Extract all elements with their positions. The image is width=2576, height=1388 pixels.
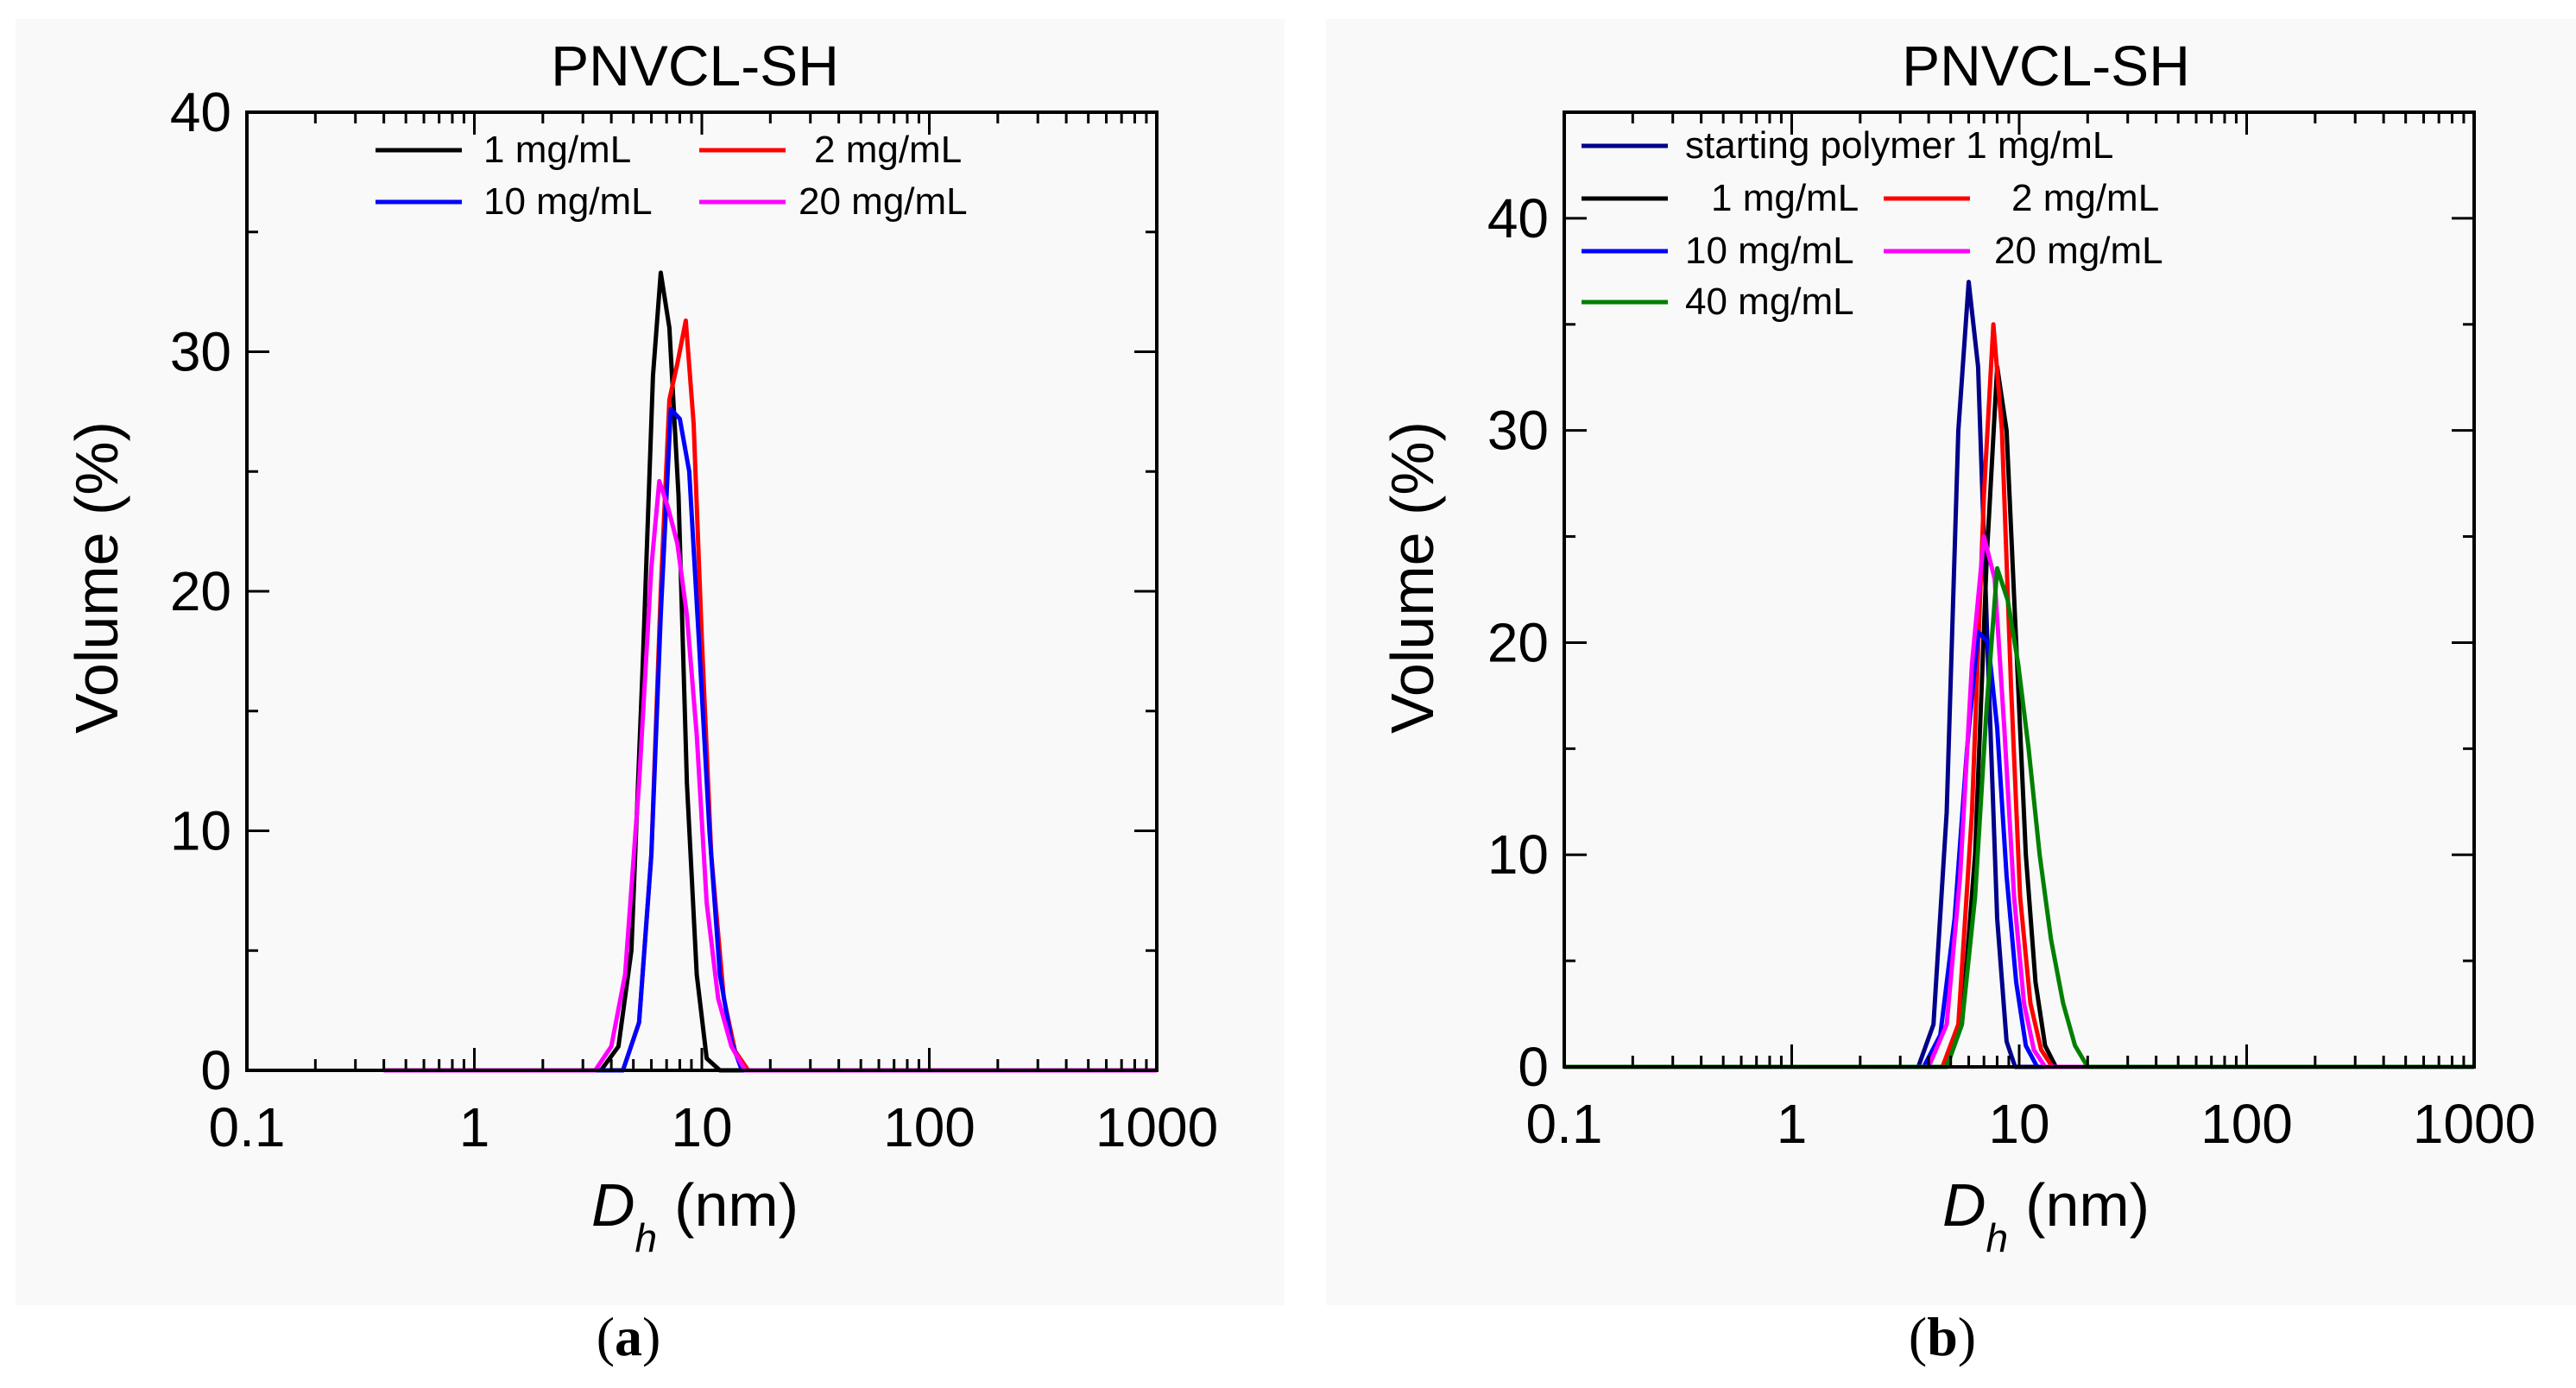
panel-caption: (a) [597, 1306, 661, 1367]
chart-panel-b: PNVCL-SH 0.1 1 10 100 1000 0 10 20 30 40 starting … [1379, 34, 2535, 1367]
y-tick-label: 20 [170, 560, 231, 622]
plot-area: 0.1 1 10 100 1000 0 10 20 30 40 starting polymer 1… [1487, 110, 2535, 1155]
x-tick-label: 1000 [2413, 1093, 2535, 1155]
legend-label: 10 mg/mL [1685, 230, 1854, 272]
y-tick-label: 40 [170, 81, 231, 143]
y-tick-label: 10 [170, 800, 231, 862]
x-tick-label: 100 [883, 1096, 975, 1158]
series-line-1 [1564, 280, 2474, 1069]
x-tick-label: 1000 [1095, 1096, 1218, 1158]
y-tick-label: 40 [1487, 187, 1549, 249]
series-line-4 [383, 478, 1157, 1073]
series-line-2 [383, 318, 1157, 1073]
plot-area: 0.1 1 10 100 1000 0 10 20 30 40 1 mg/mL 2 mg/mL 10 m… [170, 81, 1218, 1158]
panel-a-background [16, 19, 1285, 1305]
x-axis-label-subscript: h [635, 1215, 658, 1260]
legend-label: 20 mg/mL [1994, 230, 2163, 272]
y-axis-label: Volume (%) [63, 421, 130, 734]
legend-label: 2 mg/mL [814, 129, 962, 171]
legend-label: 1 mg/mL [1711, 177, 1859, 219]
x-tick-label: 0.1 [1526, 1093, 1603, 1155]
x-tick-label: 10 [1988, 1093, 2049, 1155]
chart-title: PNVCL-SH [1902, 34, 2190, 98]
x-tick-label: 100 [2200, 1093, 2293, 1155]
x-axis-label-subscript: h [1986, 1215, 2009, 1260]
x-tick-label: 1 [459, 1096, 490, 1158]
panel-caption-letter: b [1927, 1306, 1958, 1367]
panel-caption: (b) [1909, 1306, 1976, 1367]
series-line-1 [383, 270, 1157, 1073]
legend-label: 2 mg/mL [2011, 177, 2159, 219]
series-line-3 [383, 407, 1157, 1073]
chart-panel-a: PNVCL-SH 0.1 1 10 100 1000 0 10 20 30 40 1 mg/mL 2 … [63, 34, 1218, 1367]
legend-label: starting polymer 1 mg/mL [1685, 124, 2113, 167]
legend-label: 10 mg/mL [483, 180, 653, 223]
y-tick-label: 0 [1518, 1036, 1549, 1098]
y-tick-label: 20 [1487, 611, 1549, 673]
y-tick-label: 0 [200, 1039, 231, 1101]
x-axis-label: Dh (nm) [1942, 1171, 2150, 1260]
x-axis-label-symbol: D [591, 1171, 635, 1239]
y-tick-label: 10 [1487, 823, 1549, 886]
x-tick-label: 1 [1777, 1093, 1808, 1155]
series-line-5 [1564, 534, 2474, 1069]
x-axis-label-unit: (nm) [2025, 1171, 2150, 1239]
x-axis-label-symbol: D [1942, 1171, 1986, 1239]
x-axis-label-unit: (nm) [674, 1171, 799, 1239]
series-line-6 [1564, 565, 2474, 1069]
x-tick-label: 0.1 [209, 1096, 286, 1158]
x-axis-label: Dh (nm) [591, 1171, 799, 1260]
legend-label: 1 mg/mL [483, 129, 631, 171]
y-tick-label: 30 [1487, 400, 1549, 462]
legend-label: 20 mg/mL [799, 180, 968, 223]
legend-label: 40 mg/mL [1685, 281, 1854, 323]
series-line-3 [1564, 322, 2474, 1069]
panel-caption-letter: a [615, 1306, 642, 1367]
chart-title: PNVCL-SH [551, 34, 839, 98]
x-tick-label: 10 [671, 1096, 732, 1158]
y-tick-label: 30 [170, 321, 231, 383]
y-axis-label: Volume (%) [1379, 421, 1446, 734]
